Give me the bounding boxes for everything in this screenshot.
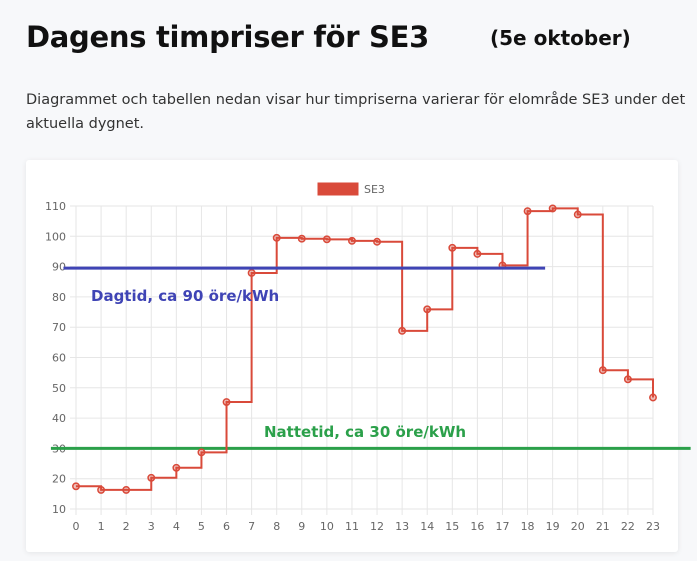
- day-annotation-label: Dagtid, ca 90 öre/kWh: [91, 287, 279, 305]
- data-point: [649, 393, 657, 402]
- data-point: [247, 269, 256, 277]
- y-tick-label: 50: [52, 382, 66, 395]
- page-description: Diagrammet och tabellen nedan visar hur …: [26, 92, 686, 132]
- x-tick-label: 4: [173, 520, 180, 533]
- chart-series: [72, 204, 657, 494]
- data-point: [197, 448, 206, 457]
- y-tick-label: 80: [52, 291, 66, 304]
- page-title: Dagens timpriser för SE3: [26, 20, 430, 54]
- x-tick-label: 17: [495, 520, 509, 533]
- data-point: [348, 236, 356, 245]
- x-tick-label: 18: [521, 520, 535, 533]
- data-point: [573, 210, 582, 219]
- data-point: [72, 482, 80, 491]
- data-point: [548, 204, 557, 213]
- x-tick-label: 2: [123, 520, 130, 533]
- data-point: [97, 485, 106, 494]
- y-tick-label: 20: [52, 473, 66, 486]
- legend-label: SE3: [364, 183, 385, 196]
- y-tick-label: 60: [52, 352, 66, 365]
- data-point: [322, 235, 331, 244]
- data-point: [373, 237, 381, 246]
- x-tick-label: 19: [546, 520, 560, 533]
- x-tick-label: 10: [320, 520, 334, 533]
- y-tick-label: 90: [52, 261, 66, 274]
- data-point: [623, 375, 632, 384]
- y-tick-label: 70: [52, 321, 66, 334]
- legend-swatch: [317, 182, 359, 196]
- x-tick-label: 13: [395, 520, 409, 533]
- x-tick-label: 15: [445, 520, 459, 533]
- data-point: [598, 366, 607, 375]
- y-tick-label: 100: [45, 230, 66, 243]
- chart-grid: [70, 205, 654, 515]
- x-tick-label: 7: [248, 520, 255, 533]
- annotation-labels: Dagtid, ca 90 öre/kWh Nattetid, ca 30 öre…: [91, 287, 466, 441]
- data-point: [398, 326, 407, 335]
- x-tick-label: 9: [298, 520, 305, 533]
- data-point: [297, 234, 306, 243]
- data-point: [147, 473, 156, 482]
- chart-axes: 1020304050607080901001100123456789101112…: [45, 200, 660, 533]
- y-tick-label: 40: [52, 412, 66, 425]
- data-point: [448, 243, 457, 252]
- night-annotation-label: Nattetid, ca 30 öre/kWh: [264, 423, 466, 441]
- x-tick-label: 12: [370, 520, 384, 533]
- x-tick-label: 14: [420, 520, 434, 533]
- x-tick-label: 16: [470, 520, 484, 533]
- x-tick-label: 5: [198, 520, 205, 533]
- x-tick-label: 20: [571, 520, 585, 533]
- y-tick-label: 110: [45, 200, 66, 213]
- x-tick-label: 23: [646, 520, 660, 533]
- x-tick-label: 0: [73, 520, 80, 533]
- x-tick-label: 22: [621, 520, 635, 533]
- data-point: [423, 305, 432, 314]
- date-label: (5e oktober): [490, 26, 631, 50]
- x-tick-label: 6: [223, 520, 230, 533]
- data-point: [473, 249, 482, 258]
- data-point: [122, 485, 131, 494]
- x-tick-label: 11: [345, 520, 359, 533]
- x-tick-label: 3: [148, 520, 155, 533]
- data-point: [523, 207, 532, 216]
- data-point: [222, 398, 231, 406]
- y-tick-label: 10: [52, 503, 66, 516]
- data-point: [272, 233, 281, 242]
- x-tick-label: 1: [98, 520, 105, 533]
- data-point: [172, 463, 181, 472]
- x-tick-label: 8: [273, 520, 280, 533]
- x-tick-label: 21: [596, 520, 610, 533]
- chart-legend: SE3: [317, 182, 385, 196]
- series-line-se3: [76, 207, 654, 491]
